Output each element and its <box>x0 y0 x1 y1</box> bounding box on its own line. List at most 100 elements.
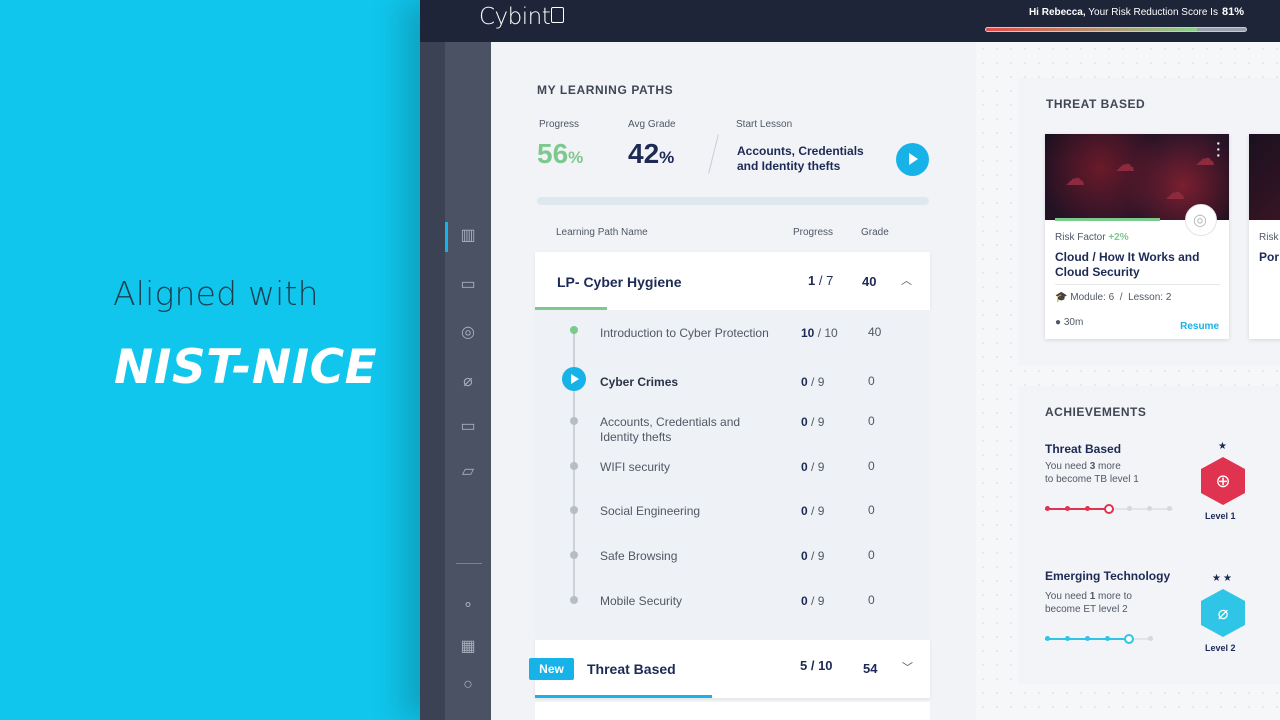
graduation-cap-icon: 🎓 <box>1055 292 1068 303</box>
satellite-dish-icon: ⌀ <box>1206 594 1240 632</box>
learning-path-grade: 54 <box>863 661 878 676</box>
lesson-row[interactable]: Cyber Crimes 0 / 9 0 <box>535 355 930 395</box>
satellite-icon[interactable]: ⌀ <box>463 373 473 390</box>
cybint-logo[interactable]: Cybint <box>479 4 565 30</box>
target-icon[interactable]: ◎ <box>461 324 475 341</box>
learning-paths-panel: MY LEARNING PATHS Progress Avg Grade Sta… <box>491 42 976 720</box>
achievement-step <box>1085 636 1090 641</box>
avg-grade-value: 42% <box>628 138 675 169</box>
avg-grade-label: Avg Grade <box>628 119 676 130</box>
nodes-icon[interactable]: ∘ <box>462 596 473 613</box>
new-badge: New <box>529 658 574 680</box>
lesson-list: Introduction to Cyber Protection 10 / 10 4… <box>535 310 930 638</box>
top-bar: Cybint Hi Rebecca, Your Risk Reduction S… <box>420 0 1280 42</box>
lesson-row[interactable]: Social Engineering 0 / 9 0 <box>535 488 930 528</box>
achievement-step <box>1045 506 1050 511</box>
lesson-name: Accounts, Credentials and Identity theft… <box>600 415 741 445</box>
lesson-row[interactable]: Safe Browsing 0 / 9 0 <box>535 533 930 573</box>
start-lesson-title[interactable]: Accounts, Credentials and Identity thefts <box>737 144 864 173</box>
app-window: Cybint Hi Rebecca, Your Risk Reduction S… <box>420 0 1280 720</box>
sidebar-divider <box>456 563 482 564</box>
start-lesson-label: Start Lesson <box>736 119 793 130</box>
learning-path-cyber-hygiene[interactable]: LP- Cyber Hygiene 1 / 7 40 ︿ <box>535 252 930 310</box>
lesson-grade: 0 <box>868 414 875 429</box>
achievement-step <box>1167 506 1172 511</box>
lesson-row[interactable]: Accounts, Credentials and Identity theft… <box>535 399 930 444</box>
cards-icon[interactable]: ▱ <box>461 463 475 480</box>
dashboard-icon[interactable]: ▥ <box>460 227 476 244</box>
cloud-icon: ☁ <box>1195 148 1215 170</box>
learning-path-name: LP- Cyber Hygiene <box>557 274 682 290</box>
clock-icon: ● <box>1055 317 1062 328</box>
lesson-status-dot <box>570 595 578 604</box>
lesson-row[interactable]: WIFI security 0 / 9 0 <box>535 444 930 484</box>
achievement-step <box>1085 506 1090 511</box>
risk-factor: Risk <box>1259 232 1279 243</box>
risk-score-value: 81% <box>1221 6 1244 18</box>
play-icon[interactable] <box>562 366 586 391</box>
achievements-panel <box>1018 386 1280 684</box>
learning-path-next[interactable] <box>535 702 930 720</box>
star-icon: ★★ <box>1212 573 1234 584</box>
learning-path-progress: 1 / 7 <box>808 273 834 288</box>
start-lesson-play-button[interactable] <box>896 143 929 176</box>
course-thumbnail <box>1249 134 1280 220</box>
lesson-name: Safe Browsing <box>600 549 678 563</box>
cloud-icon: ☁ <box>1065 168 1085 190</box>
course-card[interactable]: ☁ ☁ ☁ ☁ ··· Risk Factor +2% Cloud / How … <box>1045 134 1229 339</box>
profile-icon[interactable]: ○ <box>463 676 473 693</box>
chevron-down-icon[interactable]: ﹀ <box>902 662 913 674</box>
overall-progress-track <box>537 197 929 205</box>
cloud-icon: ☁ <box>1165 182 1185 204</box>
course-card-partial[interactable]: Risk Por <box>1249 134 1280 339</box>
learning-path-threat-based[interactable]: Threat Based 5 / 10 54 ﹀ <box>535 640 930 698</box>
resume-button[interactable]: Resume <box>1180 321 1219 332</box>
achievement-level: Level 1 <box>1205 511 1236 521</box>
more-options-icon[interactable]: · · · <box>1216 135 1221 163</box>
calendar-icon[interactable]: ▦ <box>460 638 476 655</box>
lesson-progress: 0 / 9 <box>801 549 825 563</box>
chevron-up-icon[interactable]: ︿ <box>901 275 912 287</box>
lesson-progress: 0 / 9 <box>801 415 825 430</box>
achievement-step-current <box>1124 634 1134 644</box>
achievement-badge: ⊕ <box>1201 457 1245 505</box>
achievement-description: You need 3 more to become TB level 1 <box>1045 461 1139 485</box>
achievement-fill <box>1045 508 1108 510</box>
achievement-step <box>1147 506 1152 511</box>
lesson-status-dot <box>570 506 578 515</box>
video-icon[interactable]: ▭ <box>460 418 476 435</box>
promo-subtitle: Aligned with <box>113 274 319 313</box>
column-name-header: Learning Path Name <box>556 227 648 238</box>
lesson-progress: 0 / 9 <box>801 374 825 389</box>
risk-score-greeting: Hi Rebecca, Your Risk Reduction Score Is… <box>1028 6 1244 18</box>
lesson-row[interactable]: Introduction to Cyber Protection 10 / 10 4… <box>535 310 930 350</box>
achievement-step <box>1065 636 1070 641</box>
achievement-badge: ⌀ <box>1201 589 1245 637</box>
learning-path-progress-bar <box>535 695 712 698</box>
lesson-progress: 0 / 9 <box>801 593 825 608</box>
crosshair-icon: ⊕ <box>1206 462 1240 500</box>
achievements-title: ACHIEVEMENTS <box>1045 405 1147 419</box>
lesson-row[interactable]: Mobile Security 0 / 9 0 <box>535 578 930 618</box>
lesson-status-dot <box>570 326 578 334</box>
lesson-status-dot <box>570 417 578 426</box>
lesson-grade: 40 <box>868 325 882 339</box>
progress-label: Progress <box>539 119 580 130</box>
learning-path-progress-bar <box>535 307 607 310</box>
lesson-name: WIFI security <box>600 459 671 474</box>
course-title: Por <box>1259 250 1280 264</box>
lesson-progress: 0 / 9 <box>801 459 825 474</box>
lesson-name: Introduction to Cyber Protection <box>600 326 769 340</box>
achievement-level: Level 2 <box>1205 643 1236 653</box>
learning-path-progress: 5 / 10 <box>800 658 833 673</box>
cloud-icon: ☁ <box>1115 154 1135 176</box>
lesson-grade: 0 <box>868 373 875 388</box>
course-duration: ● 30m <box>1055 317 1084 328</box>
sidebar: ▥ ▭ ◎ ⌀ ▭ ▱ ∘ ▦ ○ <box>445 42 491 720</box>
lesson-grade: 0 <box>868 592 875 607</box>
book-icon[interactable]: ▭ <box>460 276 476 293</box>
lesson-grade: 0 <box>868 458 875 473</box>
risk-factor: Risk Factor +2% <box>1055 232 1129 243</box>
lesson-status-dot <box>570 551 578 559</box>
lesson-name: Mobile Security <box>600 593 683 608</box>
